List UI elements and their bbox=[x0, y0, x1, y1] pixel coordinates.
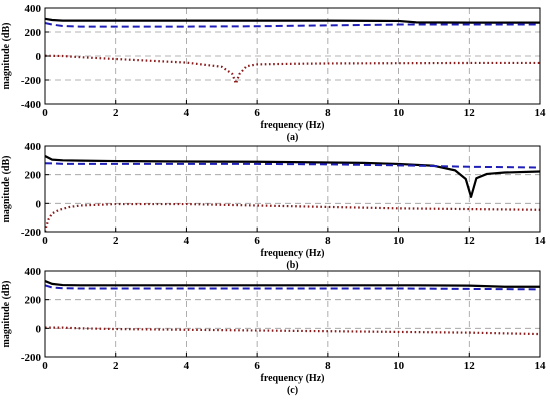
series-line-solid bbox=[45, 280, 540, 288]
x-tick-label: 10 bbox=[393, 360, 405, 372]
y-tick-label: -400 bbox=[21, 99, 42, 111]
plot-area bbox=[45, 146, 540, 232]
x-tick-label: 10 bbox=[393, 107, 405, 119]
x-tick-label: 0 bbox=[42, 360, 48, 372]
x-tick-label: 14 bbox=[535, 107, 547, 119]
x-tick-label: 6 bbox=[254, 107, 260, 119]
x-axis-label: frequency (Hz) bbox=[261, 373, 325, 384]
axes-frame bbox=[44, 270, 541, 358]
x-tick-label: 10 bbox=[393, 235, 405, 247]
panel-caption: (a) bbox=[287, 132, 299, 143]
x-tick-label: 12 bbox=[464, 360, 476, 372]
y-tick-label: -200 bbox=[21, 75, 42, 87]
series-line-dashed bbox=[45, 22, 540, 28]
y-tick-label: 200 bbox=[25, 170, 42, 182]
x-tick-label: 14 bbox=[535, 360, 547, 372]
y-axis-label: magnitude (dB) bbox=[1, 23, 12, 90]
y-tick-label: 400 bbox=[25, 266, 42, 278]
x-tick-label: 2 bbox=[113, 360, 119, 372]
y-tick-label: 400 bbox=[25, 141, 42, 153]
axes-frame bbox=[44, 145, 541, 233]
series-line-dotted bbox=[45, 326, 540, 336]
series-line-dotted bbox=[45, 202, 540, 232]
x-tick-label: 0 bbox=[42, 235, 48, 247]
y-tick-label: -200 bbox=[21, 352, 42, 364]
x-tick-label: 14 bbox=[535, 235, 547, 247]
panel-caption: (b) bbox=[286, 260, 298, 271]
series-line-dashed bbox=[45, 162, 540, 169]
y-axis-label: magnitude (dB) bbox=[1, 156, 12, 223]
x-axis-label: frequency (Hz) bbox=[261, 120, 325, 131]
y-tick-label: -200 bbox=[21, 227, 42, 239]
x-tick-label: 12 bbox=[464, 235, 476, 247]
series-line-solid bbox=[45, 17, 540, 24]
y-tick-label: 200 bbox=[25, 295, 42, 307]
x-tick-label: 8 bbox=[325, 107, 331, 119]
y-axis-label: magnitude (dB) bbox=[1, 281, 12, 348]
x-tick-label: 4 bbox=[184, 360, 190, 372]
y-tick-label: 200 bbox=[25, 27, 42, 39]
y-tick-label: 0 bbox=[36, 323, 42, 335]
x-axis-label: frequency (Hz) bbox=[261, 248, 325, 259]
series-line-solid bbox=[45, 155, 540, 198]
x-tick-label: 2 bbox=[113, 107, 119, 119]
y-tick-label: 400 bbox=[25, 3, 42, 15]
x-tick-label: 4 bbox=[184, 107, 190, 119]
panel-caption: (c) bbox=[287, 385, 298, 396]
series-line-dotted bbox=[45, 54, 540, 85]
x-tick-label: 8 bbox=[325, 360, 331, 372]
series-line-dashed bbox=[45, 284, 540, 291]
chart-panel: 0 2 4 6 8 10 12 14 -400 -200 0 200 400 frequency (Hz)… bbox=[1, 3, 546, 143]
x-tick-label: 8 bbox=[325, 235, 331, 247]
x-tick-label: 12 bbox=[464, 107, 476, 119]
y-tick-label: 0 bbox=[36, 51, 42, 63]
x-tick-label: 0 bbox=[42, 107, 48, 119]
x-tick-label: 4 bbox=[184, 235, 190, 247]
y-tick-label: 0 bbox=[36, 198, 42, 210]
plot-area bbox=[45, 271, 540, 357]
x-tick-label: 2 bbox=[113, 235, 119, 247]
x-tick-label: 6 bbox=[254, 235, 260, 247]
x-tick-label: 6 bbox=[254, 360, 260, 372]
